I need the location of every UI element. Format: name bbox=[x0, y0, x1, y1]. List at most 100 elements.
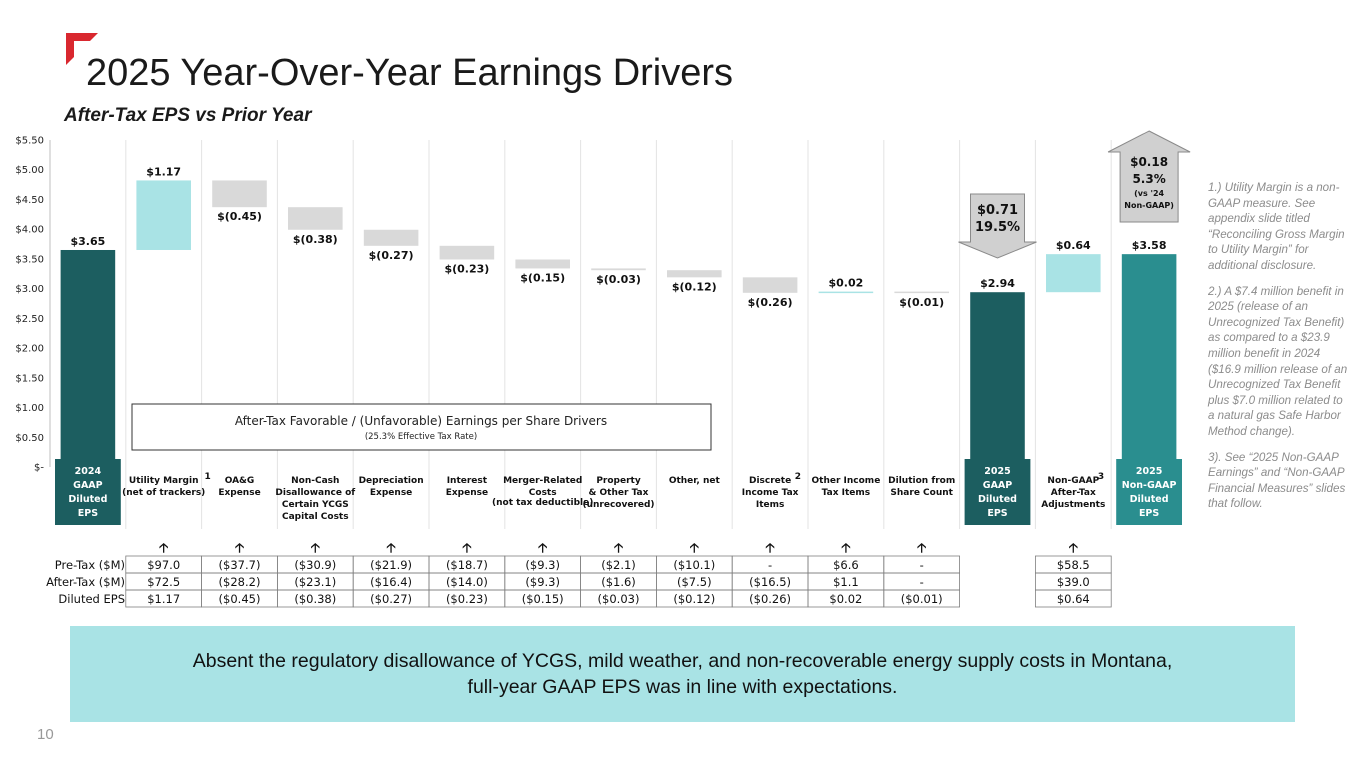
y-tick-label: $4.00 bbox=[15, 225, 44, 236]
table-cell-value: ($0.15) bbox=[522, 592, 564, 606]
category-label-line: & Other Tax bbox=[589, 488, 649, 498]
bar-1 bbox=[136, 180, 191, 250]
y-tick-label: $2.50 bbox=[15, 314, 44, 325]
bar-value-label: $(0.23) bbox=[444, 263, 489, 276]
bar-7 bbox=[591, 268, 646, 271]
bar-value-label: $3.58 bbox=[1132, 239, 1167, 252]
bar-value-label: $(0.27) bbox=[369, 249, 414, 262]
table-cell-value: $97.0 bbox=[147, 558, 180, 572]
category-label-line: OA&G bbox=[225, 476, 255, 486]
table-cell-value: ($7.5) bbox=[677, 575, 712, 589]
bar-14 bbox=[1121, 254, 1177, 467]
summary-banner-text: Absent the regulatory disallowance of YC… bbox=[192, 650, 1173, 698]
bar-value-label: $(0.15) bbox=[520, 271, 565, 284]
down-callout-arrow bbox=[958, 193, 1037, 259]
y-tick-label: $2.00 bbox=[15, 344, 44, 355]
y-tick-label: $0.50 bbox=[15, 433, 44, 444]
bar-value-label: $(0.12) bbox=[672, 280, 717, 293]
category-label-line: 2024 bbox=[75, 466, 102, 477]
category-label-line: Dilution from bbox=[888, 476, 955, 486]
y-tick-label: $5.00 bbox=[15, 165, 44, 176]
category-label-line: After-Tax bbox=[1051, 488, 1096, 498]
category-label-line: Non-GAAP bbox=[1122, 480, 1177, 491]
y-tick-label: $4.50 bbox=[15, 195, 44, 206]
table-cell-value: - bbox=[768, 558, 772, 572]
y-tick-label: $1.00 bbox=[15, 403, 44, 414]
bar-2 bbox=[212, 180, 267, 208]
table-cell bbox=[883, 589, 960, 608]
bar-value-label: $0.64 bbox=[1056, 239, 1091, 252]
table-cell-value: $58.5 bbox=[1057, 558, 1090, 572]
drivers-box bbox=[131, 403, 712, 451]
category-label-line: Non-GAAP bbox=[1047, 476, 1099, 486]
footnote-1: 1.) Utility Margin is a non-GAAP measure… bbox=[1208, 181, 1345, 272]
table-cell-value: - bbox=[920, 558, 924, 572]
category-label-line: 2025 bbox=[1136, 466, 1162, 477]
up-arrow-icon: 🡡 bbox=[235, 541, 244, 556]
footnotes: 1.) Utility Margin is a non-GAAP measure… bbox=[1208, 180, 1348, 522]
drivers-table: Pre-Tax ($M) After-Tax ($M) Diluted EPS 🡡 $9… bbox=[46, 541, 1112, 608]
category-label-line: Utility Margin bbox=[129, 476, 199, 486]
page-title: 2025 Year-Over-Year Earnings Drivers bbox=[86, 52, 734, 94]
table-cell-value: $1.1 bbox=[833, 575, 859, 589]
callout-text: 19.5% bbox=[975, 220, 1020, 235]
bar-12 bbox=[970, 292, 1025, 467]
category-label-line: Discrete bbox=[749, 476, 791, 486]
table-cell-value: ($9.3) bbox=[525, 575, 560, 589]
bar-value-label: $(0.38) bbox=[293, 233, 338, 246]
category-label-line: Costs bbox=[529, 488, 557, 498]
y-tick-label: $3.00 bbox=[15, 284, 44, 295]
up-arrow-icon: 🡡 bbox=[841, 541, 850, 556]
table-cell-value: ($0.27) bbox=[370, 592, 412, 606]
bar-0 bbox=[60, 249, 116, 467]
category-label-line: Tax Items bbox=[822, 488, 870, 498]
category-label-line: Other Income bbox=[812, 476, 881, 486]
table-cell-value: $6.6 bbox=[833, 558, 859, 572]
table-row-label: Pre-Tax ($M) bbox=[55, 558, 125, 572]
table-cell-value: $1.17 bbox=[147, 592, 180, 606]
bar-6 bbox=[515, 259, 570, 269]
table-row-label: After-Tax ($M) bbox=[46, 575, 125, 589]
bar-9 bbox=[742, 277, 798, 293]
category-label-line: EPS bbox=[987, 508, 1007, 519]
category-label-line: Property bbox=[596, 476, 641, 486]
up-arrow-icon: 🡡 bbox=[690, 541, 699, 556]
table-cell-value: ($0.01) bbox=[901, 592, 943, 606]
category-label-line: Expense bbox=[370, 488, 412, 498]
category-label-line: Diluted bbox=[68, 494, 107, 505]
table-cell-value: ($16.4) bbox=[370, 575, 412, 589]
table-cell bbox=[1035, 589, 1112, 608]
table-cell-value: $39.0 bbox=[1057, 575, 1090, 589]
category-label-line: Interest bbox=[447, 476, 488, 486]
table-cell-value: ($9.3) bbox=[525, 558, 560, 572]
table-cell-value: ($0.38) bbox=[294, 592, 336, 606]
category-label-line: (net of trackers) bbox=[122, 488, 205, 498]
category-label-line: Items bbox=[756, 500, 785, 510]
category-label-line: Disallowance of bbox=[275, 488, 355, 498]
table-cell-value: - bbox=[920, 575, 924, 589]
category-label-note: (not tax deductible) bbox=[492, 498, 593, 508]
category-footnote-mark: 3 bbox=[1098, 472, 1104, 482]
table-cell-value: ($14.0) bbox=[446, 575, 488, 589]
page-number: 10 bbox=[37, 726, 54, 743]
bar-value-label: $1.17 bbox=[146, 165, 181, 178]
category-label-line: (unrecovered) bbox=[582, 500, 654, 510]
bar-value-label: $(0.45) bbox=[217, 210, 262, 223]
total-label-box bbox=[964, 459, 1031, 525]
category-label-line: Certain YCGS bbox=[282, 500, 349, 510]
y-tick-label: $5.50 bbox=[15, 136, 44, 147]
table-cell-value: ($0.45) bbox=[219, 592, 261, 606]
bar-8 bbox=[667, 270, 722, 278]
bar-4 bbox=[363, 229, 419, 246]
category-label-line: GAAP bbox=[73, 480, 103, 491]
category-label-line: Depreciation bbox=[359, 476, 424, 486]
category-label-line: Diluted bbox=[978, 494, 1017, 505]
up-arrow-icon: 🡡 bbox=[311, 541, 320, 556]
table-cell-value: ($28.2) bbox=[219, 575, 261, 589]
table-cell-value: ($18.7) bbox=[446, 558, 488, 572]
table-cell-value: ($1.6) bbox=[601, 575, 636, 589]
category-label-line: Expense bbox=[218, 488, 260, 498]
up-arrow-icon: 🡡 bbox=[462, 541, 471, 556]
waterfall-chart: $- $0.50 $1.00 $1.50 $2.00 $2.50 $3.00 $3.50 $4.… bbox=[15, 130, 1191, 529]
table-row-label: Diluted EPS bbox=[58, 592, 125, 606]
